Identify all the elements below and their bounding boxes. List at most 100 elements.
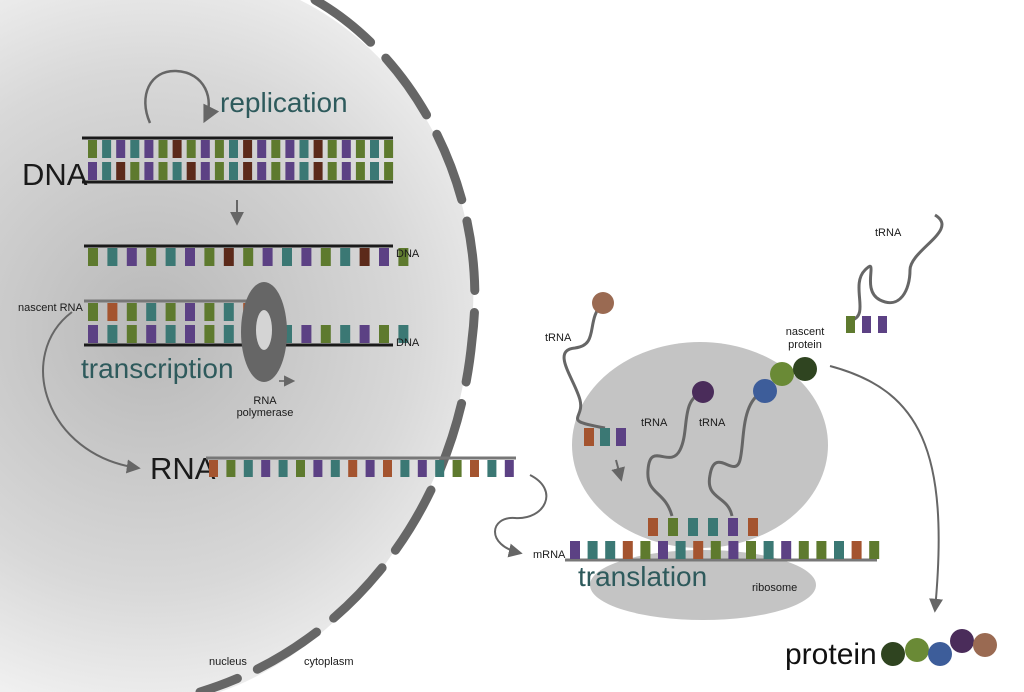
trna-left-amino-acid	[592, 292, 614, 314]
rna-base	[435, 460, 445, 477]
mrna-strand	[565, 541, 880, 562]
nascent-rna-base	[223, 303, 234, 321]
trna-left	[562, 292, 626, 446]
trna-left-base	[600, 428, 610, 446]
nascent-rna-base	[146, 303, 157, 321]
dna-unwound-top-base	[88, 248, 98, 266]
dna-bottom-base	[384, 162, 394, 180]
dna-bottom-base	[144, 162, 154, 180]
rna-label: RNA	[150, 451, 216, 486]
mrna-base	[587, 541, 598, 559]
dna-unwound-bottom-base	[204, 325, 215, 343]
rna-base	[383, 460, 392, 477]
rna-base	[209, 460, 218, 477]
trna-mid1	[646, 381, 714, 536]
nascent-protein-label-line1: nascent	[786, 326, 825, 338]
trna-top-right-label: tRNA	[875, 227, 902, 239]
dna-bottom-base	[341, 162, 351, 180]
translation-label: translation	[578, 561, 707, 592]
protein-amino-acid	[881, 642, 905, 666]
protein-amino-acid	[905, 638, 929, 662]
trna-left-anticodon	[584, 428, 626, 446]
cytoplasm-label: cytoplasm	[304, 656, 354, 668]
dna-bottom-base	[257, 162, 267, 180]
nucleus-label: nucleus	[209, 656, 247, 668]
dna-bottom-base	[158, 162, 168, 180]
trna-mid1-amino-acid	[692, 381, 714, 403]
rna-strand	[206, 456, 516, 477]
rna-base	[243, 460, 253, 477]
dna-unwound-top-base	[146, 248, 157, 266]
dna-top-base	[158, 140, 168, 158]
transcription-label: transcription	[81, 353, 234, 384]
nascent-protein-label-line2: protein	[788, 339, 822, 351]
dna-top-base	[271, 140, 281, 158]
ribosome-label: ribosome	[752, 582, 797, 594]
dna-bottom-base	[130, 162, 140, 180]
protein-chain	[881, 629, 997, 666]
nascent-rna-base	[165, 303, 176, 321]
mrna-base	[746, 541, 756, 559]
dna-bottom-base	[88, 162, 97, 180]
rna-polymerase-hole	[256, 310, 272, 350]
mrna-base	[710, 541, 721, 559]
trna-left-base	[616, 428, 626, 446]
rna-base	[504, 460, 514, 477]
nascent-protein-amino-acid	[793, 357, 817, 381]
dna-top-base	[214, 140, 224, 158]
dna-top-base	[370, 140, 379, 158]
dna-unwound-bottom-base	[107, 325, 118, 343]
nascent-rna-base	[107, 303, 118, 321]
dna-label: DNA	[22, 157, 88, 192]
rna-base	[452, 460, 462, 477]
dna-top-base	[299, 140, 309, 158]
rna-base	[470, 460, 479, 477]
mrna-base	[798, 541, 809, 559]
dna-top-label: DNA	[396, 248, 420, 260]
trna-top-right-stem	[851, 213, 944, 322]
dna-unwound-bottom-base	[282, 325, 292, 343]
trna-mid1-base	[648, 518, 658, 536]
trna-mid2-base	[728, 518, 738, 536]
dna-unwound-bottom-base	[165, 325, 176, 343]
trna-mid2-label: tRNA	[699, 417, 726, 429]
dna-unwound-top-base	[243, 248, 254, 266]
trna-mid2-stem	[707, 388, 767, 517]
rna-export-arrow	[494, 474, 548, 558]
mrna-base	[693, 541, 704, 559]
dna-unwound-top-base	[320, 248, 331, 266]
dna-unwound-top-base	[126, 248, 137, 266]
dna-bottom-base	[186, 162, 196, 180]
dna-top-base	[285, 140, 295, 158]
dna-top-base	[327, 140, 337, 158]
dna-unwound-bottom-base	[88, 325, 98, 343]
dna-unwound-bottom-base	[398, 325, 409, 343]
dna-top-base	[144, 140, 154, 158]
dna-top-base	[229, 140, 238, 158]
translation-to-protein-arrow	[829, 365, 944, 613]
nascent-rna-base	[126, 303, 137, 321]
rna-polymerase-label-line1: RNA	[253, 395, 277, 407]
nascent-protein-amino-acid	[770, 362, 794, 386]
mrna-base	[851, 541, 862, 559]
dna-bottom-base	[116, 162, 126, 180]
dna-top-base	[243, 140, 253, 158]
dna-top-base	[313, 140, 323, 158]
nascent-rna-base	[204, 303, 215, 321]
dna-unwound-top-base	[359, 248, 370, 266]
dna-unwound-top-base	[301, 248, 312, 266]
dna-unwound-top-base	[262, 248, 273, 266]
rna-base	[348, 460, 358, 477]
trna-top-right-anticodon	[846, 316, 887, 333]
rna-base	[365, 460, 375, 477]
replication-section: replication	[144, 69, 348, 124]
rna-polymerase	[241, 282, 296, 387]
mrna-base	[728, 541, 739, 559]
rna-base	[417, 460, 427, 477]
mrna-base	[658, 541, 668, 559]
trna-left-label: tRNA	[545, 332, 572, 344]
dna-bottom-base	[200, 162, 210, 180]
trna-mid1-label: tRNA	[641, 417, 668, 429]
dna-top-base	[88, 140, 97, 158]
dna-unwound-top-base	[282, 248, 292, 266]
